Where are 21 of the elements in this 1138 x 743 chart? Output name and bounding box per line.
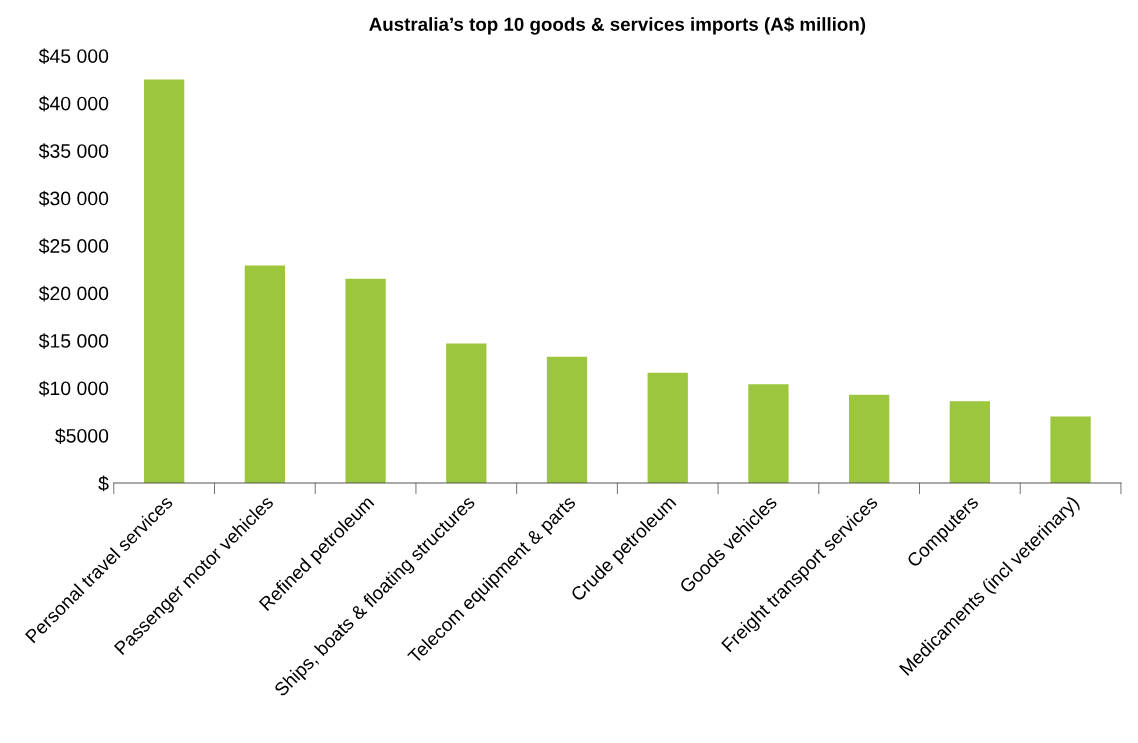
bar (446, 343, 487, 483)
bar (244, 265, 286, 483)
y-tick-label: $10 000 (38, 380, 109, 397)
bar (949, 401, 990, 483)
y-tick-label: $25 000 (38, 238, 109, 254)
y-tick-label: $35 000 (38, 143, 109, 160)
bar (546, 356, 588, 483)
bar (647, 372, 688, 483)
y-tick-label: $30 000 (38, 190, 109, 207)
bar (1050, 416, 1091, 483)
y-tick-label: $40 000 (38, 95, 109, 112)
chart-title: Australia’s top 10 goods & services imports (A$ million) (369, 16, 866, 35)
bar (849, 394, 890, 483)
y-tick-label: $45 000 (38, 48, 109, 65)
y-tick-label: $15 000 (38, 333, 109, 349)
bar (144, 79, 185, 483)
y-tick-label: $5000 (55, 428, 109, 444)
bar (345, 278, 386, 483)
y-tick-label: $20 000 (38, 285, 109, 302)
y-tick-label: $ (98, 475, 109, 492)
bar (748, 384, 789, 483)
